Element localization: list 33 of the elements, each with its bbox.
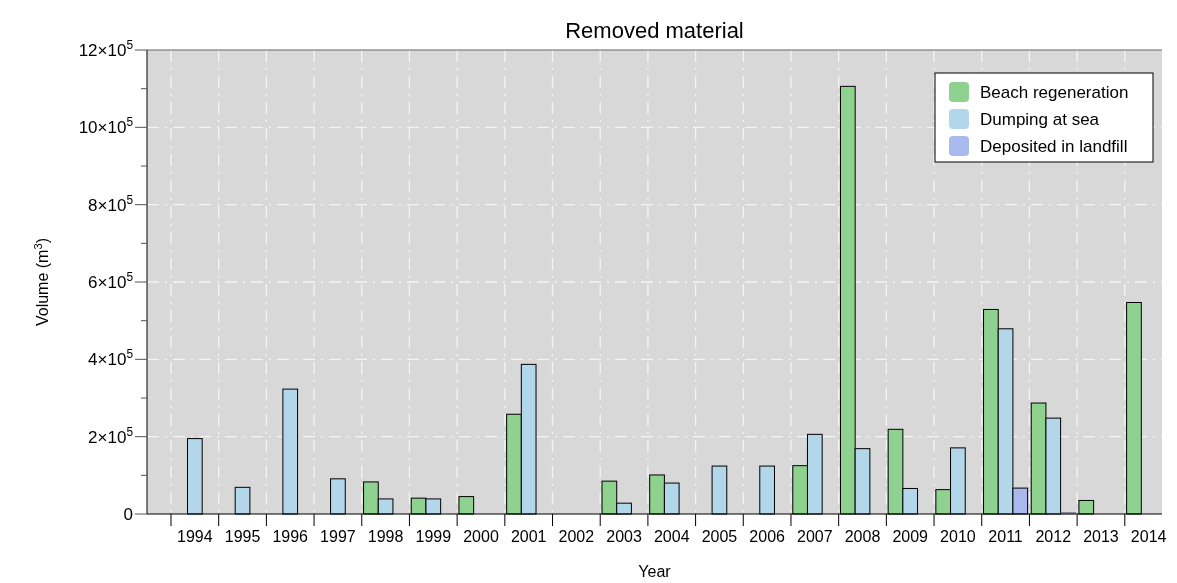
chart-title: Removed material [565,18,744,43]
x-tick-label: 1999 [415,528,452,545]
y-tick-label: 6×10$^{5}$ [88,270,134,292]
x-axis-title: Year [638,563,672,580]
x-tick-label: 2012 [1035,528,1072,545]
x-tick-label: 2011 [988,528,1023,545]
legend-label: Deposited in landfill [980,137,1128,156]
legend-label: Dumping at sea [980,110,1100,129]
x-tick-label: 1996 [272,528,309,545]
y-tick-label: 10×10$^{5}$ [78,115,134,138]
x-tick-label: 2009 [892,528,929,545]
x-tick-label: 2005 [701,528,738,545]
y-tick-label: 2×10$^{5}$ [88,424,134,447]
x-tick-label: 2004 [653,528,690,545]
x-tick-label: 2000 [463,528,499,545]
x-tick-label: 1994 [177,528,213,545]
y-tick-label: 12×10$^{5}$ [78,38,134,60]
x-tick-label: 2006 [749,528,786,545]
x-tick-label: 2014 [1130,528,1167,545]
x-tick-label: 2007 [797,528,833,545]
y-tick-label: 0 [123,505,133,524]
x-tick-label: 1998 [367,528,404,545]
x-tick-label: 1997 [320,528,356,545]
x-tick-label: 2002 [558,528,595,545]
x-tick-label: 2003 [606,528,642,545]
y-tick-label: 4×10$^{5}$ [88,347,134,370]
legend-label: Beach regeneration [980,83,1129,102]
x-tick-label: 1995 [224,528,261,545]
x-tick-label: 2013 [1083,528,1119,545]
x-tick-label: 2010 [940,528,976,545]
x-tick-label: 2008 [844,528,881,545]
x-tick-label: 2001 [510,528,547,545]
y-tick-label: 8×10$^{5}$ [88,192,134,215]
